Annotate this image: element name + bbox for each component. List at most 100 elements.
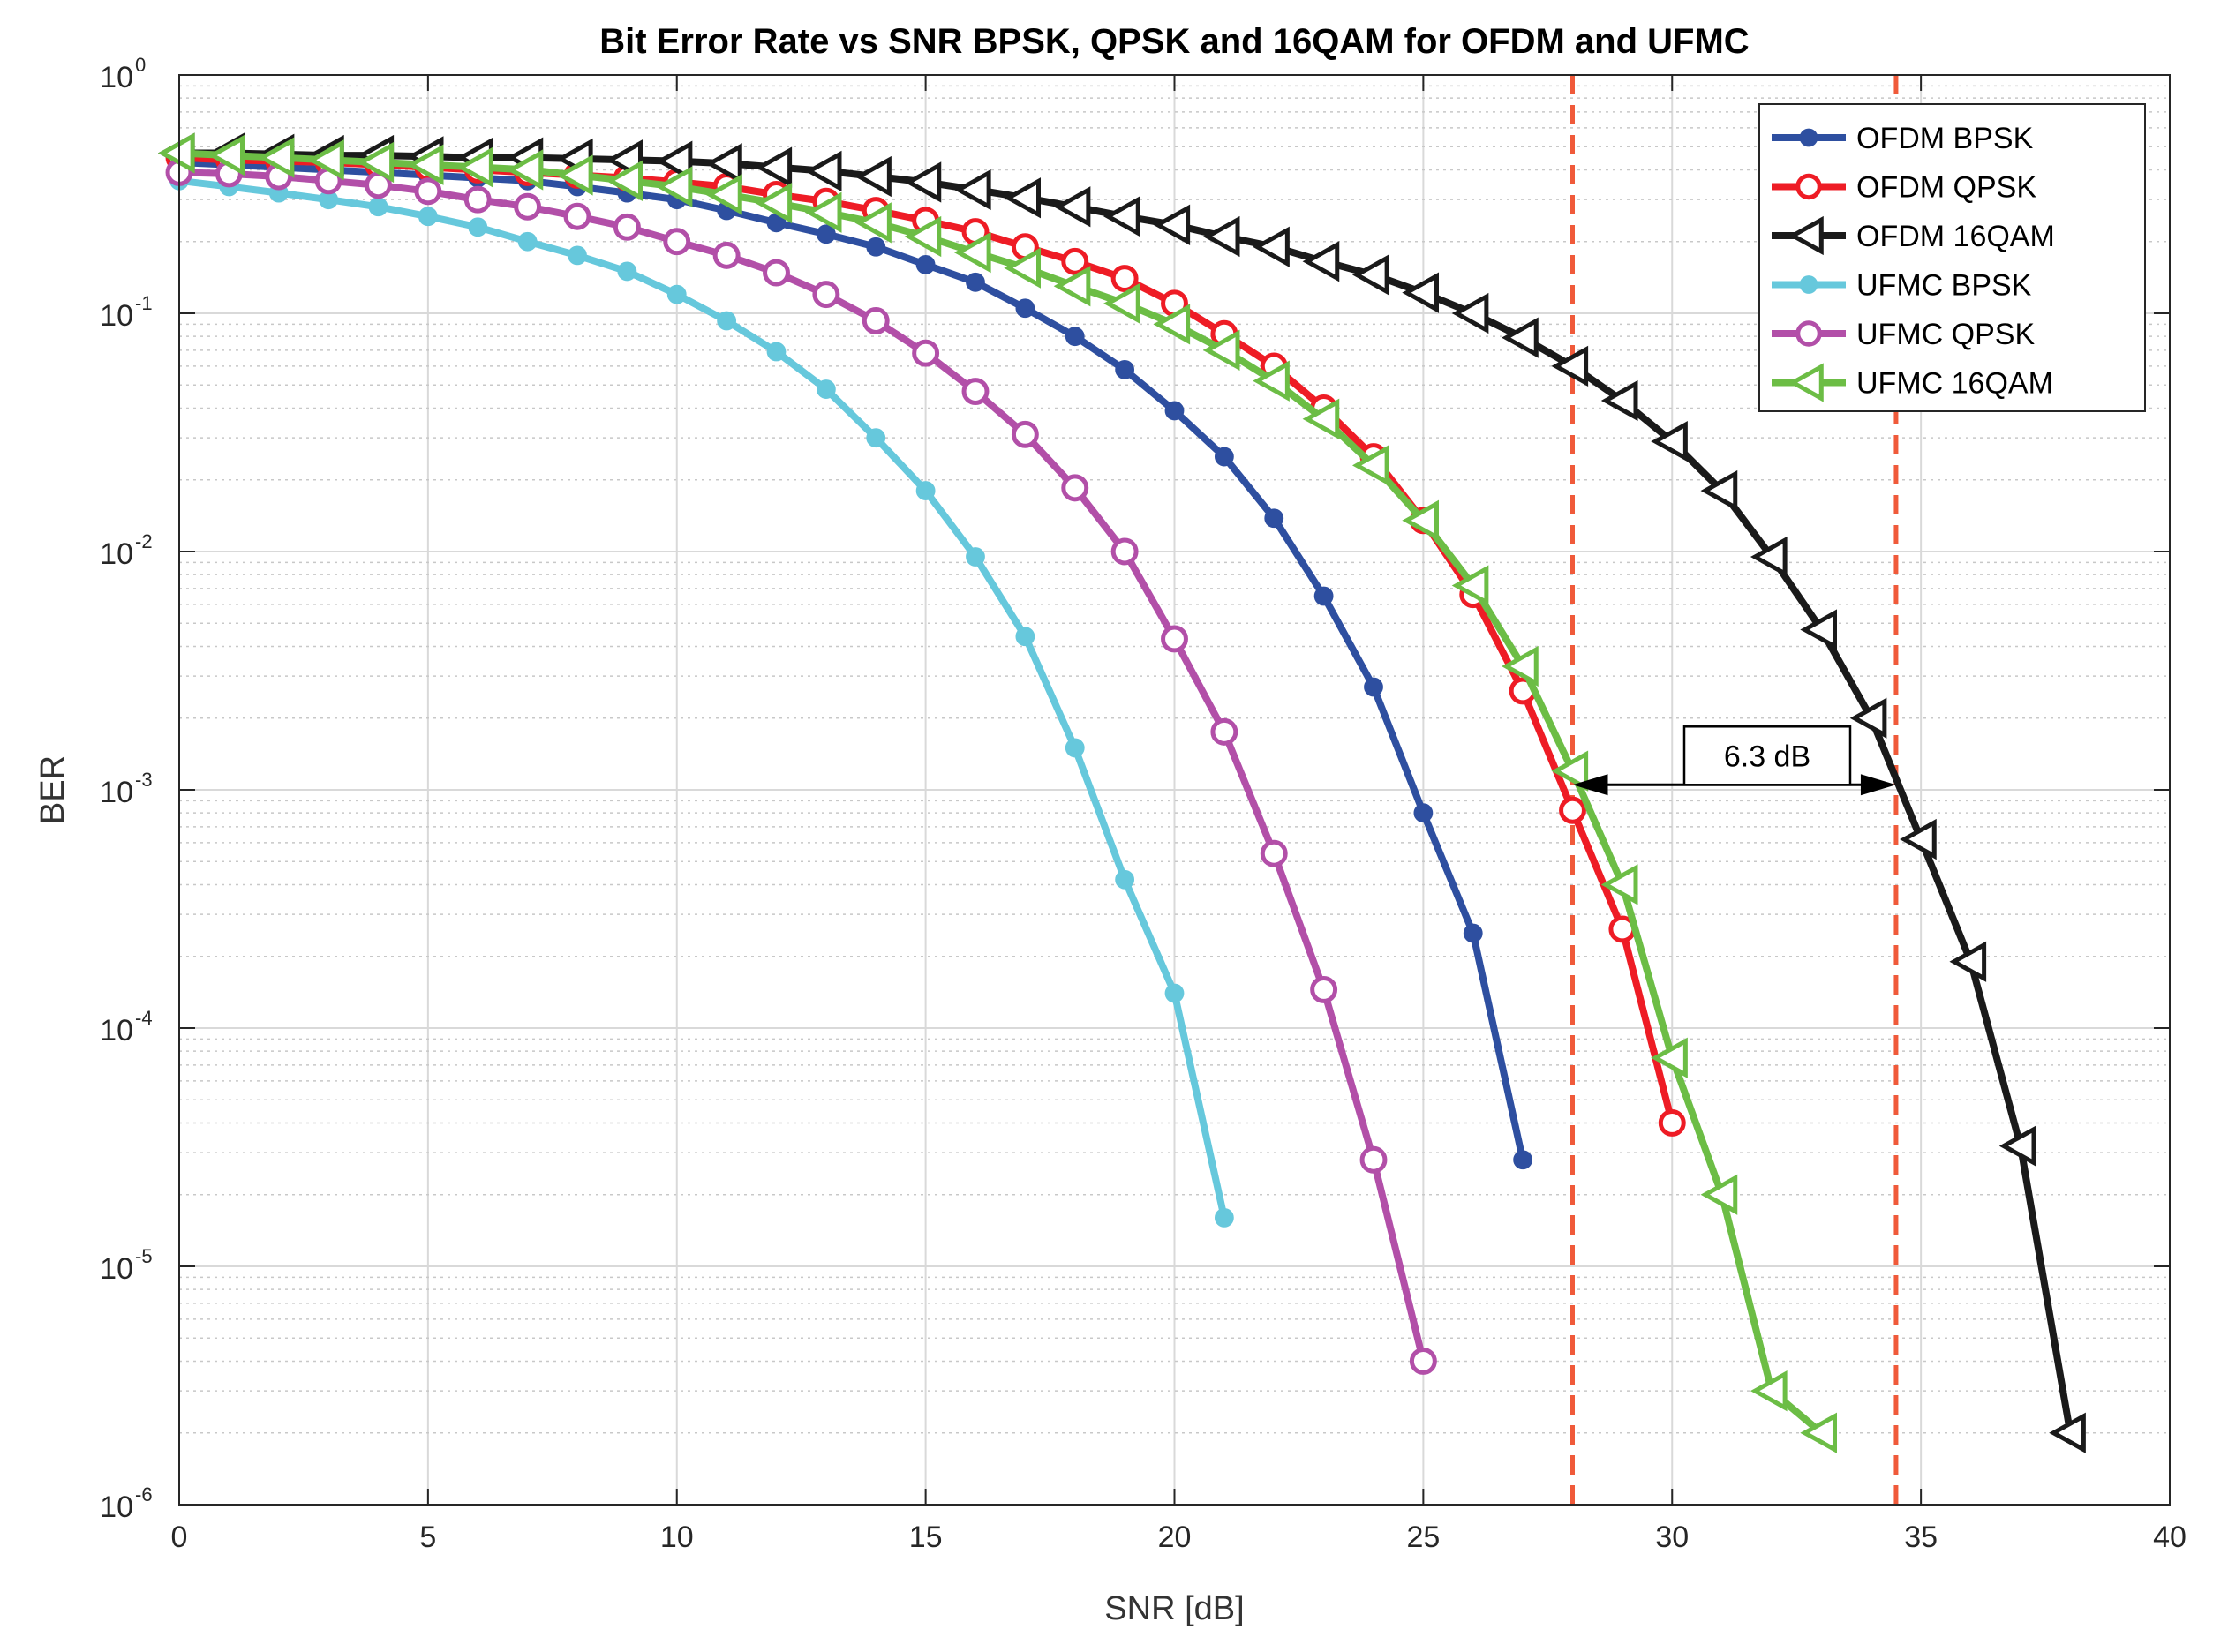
data-point (514, 192, 542, 221)
y-tick-exponent: -4 (135, 1007, 153, 1029)
data-point (357, 141, 395, 184)
data-point (1463, 923, 1483, 943)
data-point (1700, 1174, 1738, 1215)
data-point (1302, 241, 1340, 282)
x-tick-label: 15 (909, 1521, 943, 1554)
annotation-text: 6.3 dB (1724, 740, 1810, 773)
series-line (176, 149, 1825, 1437)
data-point (953, 231, 991, 274)
data-point (1310, 975, 1338, 1003)
data-point (1164, 401, 1185, 421)
data-point (915, 254, 936, 274)
legend-label: UFMC 16QAM (1856, 367, 2053, 401)
data-point (866, 237, 886, 257)
data-point (1210, 717, 1238, 746)
data-point (1364, 677, 1383, 697)
data-point (915, 481, 936, 500)
data-point (1253, 226, 1290, 267)
x-tick-label: 10 (660, 1521, 694, 1554)
data-point (517, 231, 538, 252)
data-point (1164, 983, 1185, 1003)
data-point (1750, 1370, 1788, 1412)
data-point (1413, 803, 1434, 823)
data-point (1214, 1207, 1234, 1228)
data-point (1053, 266, 1091, 307)
data-point (307, 139, 344, 181)
data-point (1600, 864, 1638, 905)
data-point (157, 132, 195, 174)
legend-swatch-marker (1795, 320, 1822, 347)
data-point (1153, 304, 1191, 345)
data-point (606, 160, 643, 201)
data-point (655, 140, 693, 182)
data-point (1004, 177, 1041, 219)
data-point (1115, 869, 1135, 890)
data-point (1949, 941, 1987, 982)
data-point (816, 379, 836, 399)
legend-label: UFMC QPSK (1856, 318, 2035, 351)
y-tick-exponent: -6 (135, 1483, 153, 1506)
data-point (1451, 565, 1489, 606)
data-point (1559, 796, 1586, 824)
legend-item: UFMC 16QAM (1772, 363, 2053, 402)
data-point (1651, 1037, 1688, 1078)
data-point (1750, 536, 1788, 578)
data-point (568, 245, 587, 266)
series-ufmc-bpsk (169, 170, 1234, 1228)
data-point (755, 146, 793, 188)
annotation-arrowhead-right (1860, 774, 1896, 796)
legend-item: UFMC QPSK (1772, 318, 2035, 351)
annotation-box (1682, 725, 1852, 786)
legend-swatch-marker (1799, 128, 1818, 147)
x-tick-label: 35 (1904, 1521, 1938, 1554)
data-point (1800, 609, 1837, 650)
legend-swatch-marker (1788, 215, 1824, 256)
data-point (663, 228, 691, 256)
data-point (912, 339, 940, 367)
series-ufmc-16qam (157, 132, 1837, 1453)
data-point (755, 183, 793, 224)
data-point (368, 197, 388, 217)
series-line (176, 176, 1228, 1221)
legend-label: OFDM 16QAM (1856, 220, 2055, 253)
data-point (1351, 254, 1389, 296)
data-point (1065, 738, 1085, 758)
legend-swatch-marker (1795, 173, 1822, 200)
data-point (1849, 697, 1887, 739)
data-point (816, 224, 836, 244)
data-point (655, 166, 693, 207)
x-tick-label: 20 (1158, 1521, 1192, 1554)
y-tick-label: 10 (100, 1491, 133, 1524)
x-axis-label: SNR [dB] (1104, 1590, 1244, 1627)
data-point (1061, 474, 1089, 502)
data-point (1004, 247, 1041, 289)
legend: OFDM BPSK OFDM QPSK OFDM 16QAM UFMC BPSK UFM… (1758, 103, 2146, 412)
y-axis-label: BER (34, 755, 72, 824)
data-point (1214, 447, 1234, 467)
data-point (1551, 750, 1589, 792)
y-tick-exponent: 0 (135, 54, 146, 76)
data-point (1103, 282, 1140, 324)
y-tick-label: 10 (100, 61, 133, 94)
legend-item: OFDM BPSK (1772, 122, 2034, 155)
data-point (1359, 1145, 1388, 1174)
data-point (904, 161, 942, 203)
legend-item: UFMC BPSK (1772, 269, 2032, 303)
data-point (1409, 1347, 1437, 1375)
data-point (966, 547, 985, 567)
data-point (1700, 469, 1738, 512)
data-point (1061, 247, 1089, 275)
data-point (1900, 818, 1937, 860)
grid (179, 75, 2170, 1505)
series-layer (157, 132, 2086, 1453)
data-point (1502, 645, 1539, 687)
data-point (1600, 379, 1638, 422)
data-point (1103, 196, 1140, 237)
legend-swatch-marker (1788, 363, 1824, 402)
y-tick-exponent: -1 (135, 292, 153, 314)
data-point (1351, 445, 1389, 486)
data-point (617, 261, 637, 282)
data-point (705, 143, 742, 184)
